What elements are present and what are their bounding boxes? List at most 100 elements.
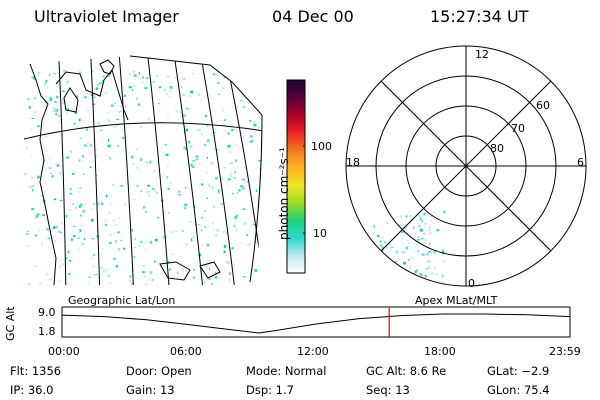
coastline xyxy=(63,87,79,113)
emission-pixel xyxy=(211,162,214,165)
emission-pixel xyxy=(78,71,82,74)
coastline xyxy=(199,261,221,279)
emission-pixel xyxy=(409,265,411,269)
emission-pixel xyxy=(413,272,416,274)
emission-pixel xyxy=(49,157,51,159)
emission-pixel xyxy=(89,166,92,168)
emission-pixel xyxy=(187,205,190,207)
emission-pixel xyxy=(148,279,151,281)
emission-pixel xyxy=(181,230,185,232)
emission-pixel xyxy=(62,102,64,104)
emission-pixel xyxy=(247,244,251,246)
emission-pixel xyxy=(228,278,231,282)
emission-pixel xyxy=(396,228,398,230)
emission-pixel xyxy=(44,150,47,152)
emission-pixel xyxy=(82,243,84,245)
emission-pixel xyxy=(256,203,259,206)
emission-pixel xyxy=(379,240,382,243)
emission-pixel xyxy=(131,228,134,232)
emission-pixel xyxy=(62,90,65,93)
emission-pixel xyxy=(419,217,422,221)
mode-value: Mode: Normal xyxy=(246,364,327,378)
emission-pixel xyxy=(234,176,236,179)
emission-pixel xyxy=(184,203,187,207)
emission-pixel xyxy=(122,247,126,250)
emission-pixel xyxy=(442,229,444,231)
emission-pixel xyxy=(423,253,427,255)
emission-pixel xyxy=(144,210,148,214)
geographic-longitude: GLon: 75.4 xyxy=(487,383,550,397)
emission-pixel xyxy=(88,197,90,199)
emission-pixel xyxy=(57,105,59,107)
emission-pixel xyxy=(141,81,144,84)
emission-pixel xyxy=(216,143,219,145)
emission-pixel xyxy=(429,242,431,245)
emission-pixel xyxy=(206,243,210,247)
emission-pixel xyxy=(53,240,57,242)
timeline-y-tick: 1.8 xyxy=(38,325,56,338)
emission-pixel xyxy=(33,96,37,100)
emission-pixel xyxy=(79,137,81,139)
emission-pixel xyxy=(104,223,108,226)
timeline-y-label: GC Alt xyxy=(4,306,17,341)
emission-pixel xyxy=(100,202,104,206)
emission-pixel xyxy=(121,153,123,155)
door-status: Door: Open xyxy=(126,364,192,378)
emission-pixel xyxy=(179,111,183,115)
emission-pixel xyxy=(174,76,176,80)
emission-pixel xyxy=(236,192,238,194)
emission-pixel xyxy=(63,101,65,104)
emission-pixel xyxy=(37,175,40,179)
emission-pixel xyxy=(417,224,421,228)
emission-pixel xyxy=(67,250,70,253)
emission-pixel xyxy=(168,284,171,285)
emission-pixel xyxy=(192,276,195,279)
emission-pixel xyxy=(158,86,162,89)
emission-pixel xyxy=(55,95,59,99)
emission-pixel xyxy=(249,242,251,244)
emission-pixel xyxy=(88,281,90,285)
emission-pixel xyxy=(58,279,60,282)
emission-pixel xyxy=(25,147,28,150)
emission-pixel xyxy=(76,95,78,99)
emission-pixel xyxy=(223,166,226,169)
emission-pixel xyxy=(410,218,413,220)
emission-pixel xyxy=(78,205,82,208)
emission-pixel xyxy=(77,237,80,240)
emission-pixel xyxy=(131,282,133,285)
emission-pixel xyxy=(182,114,186,117)
gain-value: Gain: 13 xyxy=(126,383,175,397)
emission-pixel xyxy=(105,219,106,223)
emission-pixel xyxy=(223,245,227,248)
emission-pixel xyxy=(242,178,245,181)
emission-pixel xyxy=(188,95,191,97)
emission-pixel xyxy=(59,265,61,269)
emission-pixel xyxy=(430,219,433,222)
emission-pixel xyxy=(244,166,247,169)
emission-pixel xyxy=(68,273,71,276)
emission-pixel xyxy=(222,109,224,112)
emission-pixel xyxy=(58,122,61,124)
emission-pixel xyxy=(385,245,388,249)
coastline xyxy=(99,59,115,75)
emission-pixel xyxy=(100,266,102,269)
emission-pixel xyxy=(234,216,237,219)
emission-pixel xyxy=(117,145,119,147)
emission-pixel xyxy=(112,183,115,186)
emission-pixel xyxy=(182,93,185,97)
emission-pixel xyxy=(67,81,71,83)
emission-pixel xyxy=(24,137,26,141)
emission-pixel xyxy=(175,110,179,112)
emission-pixel xyxy=(162,152,166,154)
instrument-title: Ultraviolet Imager xyxy=(34,7,179,26)
emission-pixel xyxy=(227,144,231,148)
emission-pixel xyxy=(32,185,35,187)
emission-pixel xyxy=(47,237,51,240)
emission-pixel xyxy=(212,73,216,76)
emission-pixel xyxy=(206,197,208,200)
emission-pixel xyxy=(422,232,426,235)
emission-pixel xyxy=(59,172,62,175)
emission-pixel xyxy=(81,210,84,213)
emission-pixel xyxy=(182,267,184,269)
